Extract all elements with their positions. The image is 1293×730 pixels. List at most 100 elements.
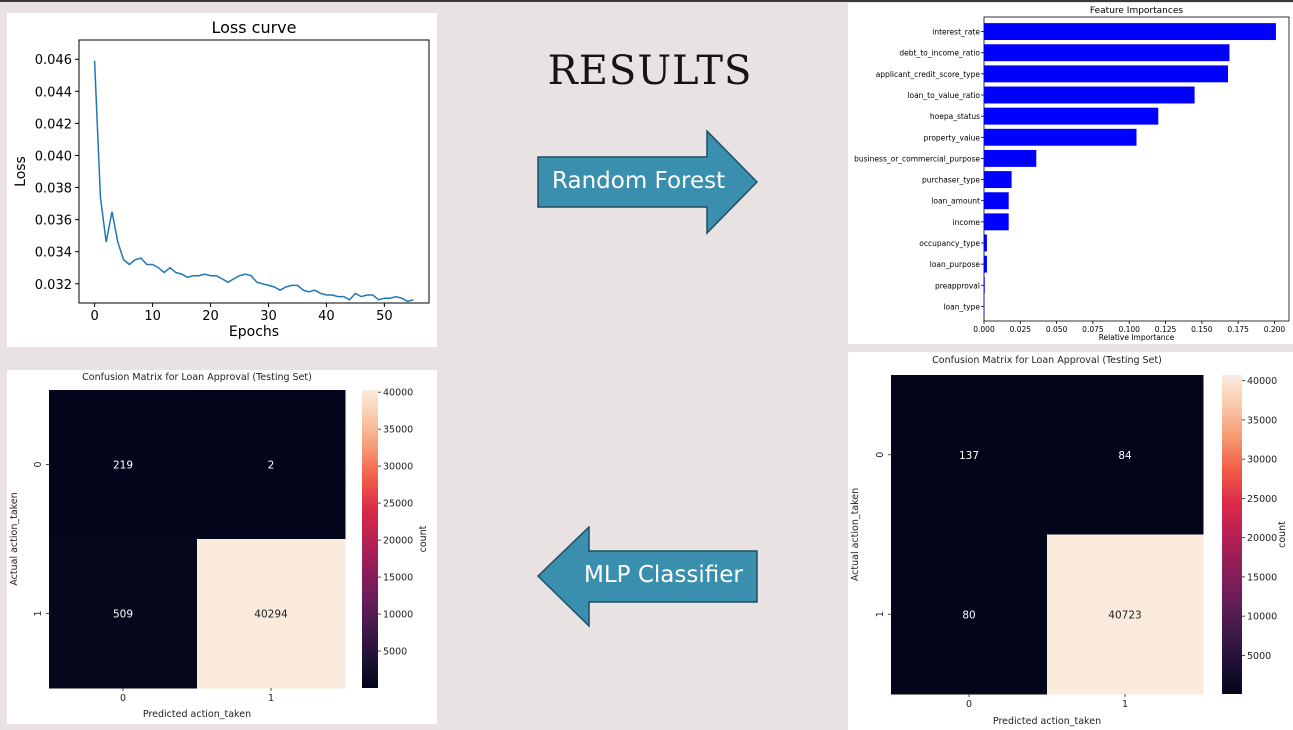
feature-label: income — [953, 218, 981, 227]
y-tick-label: 0 — [33, 461, 44, 467]
arrow-left-icon — [536, 525, 758, 628]
heatmap-cell — [49, 390, 198, 540]
colorbar-tick-label: 25000 — [1247, 494, 1277, 505]
y-tick-label: 1 — [875, 611, 886, 617]
mlp-confusion-matrix-panel: Confusion Matrix for Loan Approval (Test… — [7, 370, 437, 724]
chart-title: Feature Importances — [1090, 6, 1183, 16]
random-forest-label: Random Forest — [552, 168, 726, 194]
importance-bar — [984, 171, 1012, 189]
y-tick-label: 0.046 — [35, 53, 72, 68]
colorbar — [1222, 375, 1242, 694]
colorbar-tick-label: 35000 — [383, 425, 413, 436]
importance-bar — [984, 255, 987, 273]
heatmap-cell — [891, 534, 1048, 695]
x-tick-label: 20 — [202, 309, 219, 324]
x-tick-label: 0.000 — [973, 325, 995, 334]
colorbar-label: count — [418, 525, 429, 552]
x-tick-label: 0.125 — [1155, 325, 1177, 334]
heatmap-cell — [1047, 534, 1204, 695]
y-tick-label: 0.040 — [35, 149, 72, 164]
random-forest-arrow: Random Forest — [537, 129, 759, 235]
y-tick-label: 1 — [33, 610, 44, 616]
x-tick-label: 50 — [376, 309, 393, 324]
plot-frame — [78, 39, 430, 304]
colorbar-tick-label: 15000 — [383, 573, 413, 584]
cell-value-label: 40723 — [1108, 609, 1141, 621]
cell-value-label: 80 — [962, 609, 975, 621]
x-tick-label: 0 — [120, 693, 126, 704]
cell-value-label: 2 — [268, 460, 275, 472]
importance-bar — [984, 128, 1137, 146]
heatmap-cell — [197, 539, 346, 689]
y-axis-label: Loss — [13, 156, 29, 187]
importance-bar — [984, 107, 1159, 125]
colorbar-tick-label: 20000 — [383, 536, 413, 547]
importance-bar — [984, 234, 987, 252]
importance-bar — [984, 23, 1276, 41]
heatmap-cell — [891, 375, 1048, 535]
plot-frame — [983, 16, 1290, 322]
loss-curve-panel: Loss curve 0 10 20 30 40 50 0.032 0.034 0.036 0.03… — [7, 13, 437, 347]
x-tick-label: 0.075 — [1082, 325, 1104, 334]
colorbar-tick-label: 5000 — [1247, 651, 1271, 662]
mlp-confusion-matrix-chart: Confusion Matrix for Loan Approval (Test… — [9, 372, 429, 720]
x-tick-label: 1 — [268, 693, 274, 704]
feature-label: occupancy_type — [919, 239, 980, 248]
top-border — [0, 0, 1293, 2]
colorbar-tick-label: 20000 — [1247, 533, 1277, 544]
y-tick-label: 0 — [875, 452, 886, 458]
x-tick-label: 1 — [1122, 699, 1128, 710]
x-tick-label: 0.150 — [1191, 325, 1213, 334]
x-tick-label: 0.100 — [1118, 325, 1140, 334]
chart-title: Confusion Matrix for Loan Approval (Test… — [932, 355, 1162, 366]
y-tick-label: 0.036 — [35, 214, 72, 229]
feature-label: loan_type — [943, 302, 980, 311]
colorbar-tick-label: 10000 — [1247, 612, 1277, 623]
y-tick-label: 0.034 — [35, 246, 72, 261]
y-tick-label: 0.038 — [35, 182, 72, 197]
colorbar-tick-label: 15000 — [1247, 572, 1277, 583]
mlp-classifier-arrow: MLP Classifier — [536, 525, 759, 628]
x-tick-label: 30 — [260, 309, 277, 324]
rf-confusion-matrix-panel: Confusion Matrix for Loan Approval (Test… — [848, 352, 1293, 730]
feature-label: debt_to_income_ratio — [899, 49, 980, 58]
arrow-right-icon — [537, 129, 759, 235]
arrow-right-shape — [537, 129, 759, 235]
feature-importances-chart: Feature Importances interest_rate debt_to_… — [854, 6, 1290, 342]
feature-importances-panel: Feature Importances interest_rate debt_to_… — [848, 3, 1293, 344]
y-tick-label: 0.042 — [35, 117, 72, 132]
colorbar-tick-label: 40000 — [383, 388, 413, 399]
cell-value-label: 84 — [1118, 450, 1132, 462]
feature-label: applicant_credit_score_type — [876, 70, 981, 79]
x-tick-label: 40 — [318, 309, 335, 324]
heatmap-cell — [197, 390, 346, 540]
x-tick-label: 0.175 — [1227, 325, 1249, 334]
y-axis-label: Actual action_taken — [9, 492, 20, 585]
feature-label: loan_to_value_ratio — [907, 91, 980, 100]
x-tick-label: 0.200 — [1264, 325, 1286, 334]
cell-value-label: 219 — [113, 460, 133, 472]
colorbar — [362, 390, 378, 688]
y-tick-label: 0.032 — [35, 278, 72, 293]
feature-label: business_or_commercial_purpose — [854, 154, 980, 163]
x-tick-label: 0 — [91, 309, 99, 324]
x-tick-label: 0.050 — [1046, 325, 1068, 334]
feature-label: hoepa_status — [930, 112, 980, 121]
feature-label: loan_purpose — [930, 260, 981, 269]
importance-bar — [984, 65, 1228, 83]
importance-bar — [984, 86, 1195, 104]
colorbar-tick-label: 5000 — [383, 647, 407, 658]
importance-bar — [984, 44, 1230, 62]
x-axis-label: Relative Importance — [1099, 333, 1175, 342]
colorbar-tick-label: 30000 — [1247, 455, 1277, 466]
importance-bar — [984, 192, 1009, 210]
feature-label: interest_rate — [932, 28, 980, 37]
cell-value-label: 40294 — [254, 609, 288, 621]
x-axis-label: Epochs — [229, 324, 279, 340]
slide-title: RESULTS — [547, 48, 753, 94]
chart-title: Confusion Matrix for Loan Approval (Test… — [82, 372, 312, 383]
importance-bar — [984, 276, 985, 294]
x-tick-label: 0.025 — [1010, 325, 1032, 334]
importance-bar — [984, 213, 1009, 231]
x-axis-label: Predicted action_taken — [993, 716, 1101, 727]
